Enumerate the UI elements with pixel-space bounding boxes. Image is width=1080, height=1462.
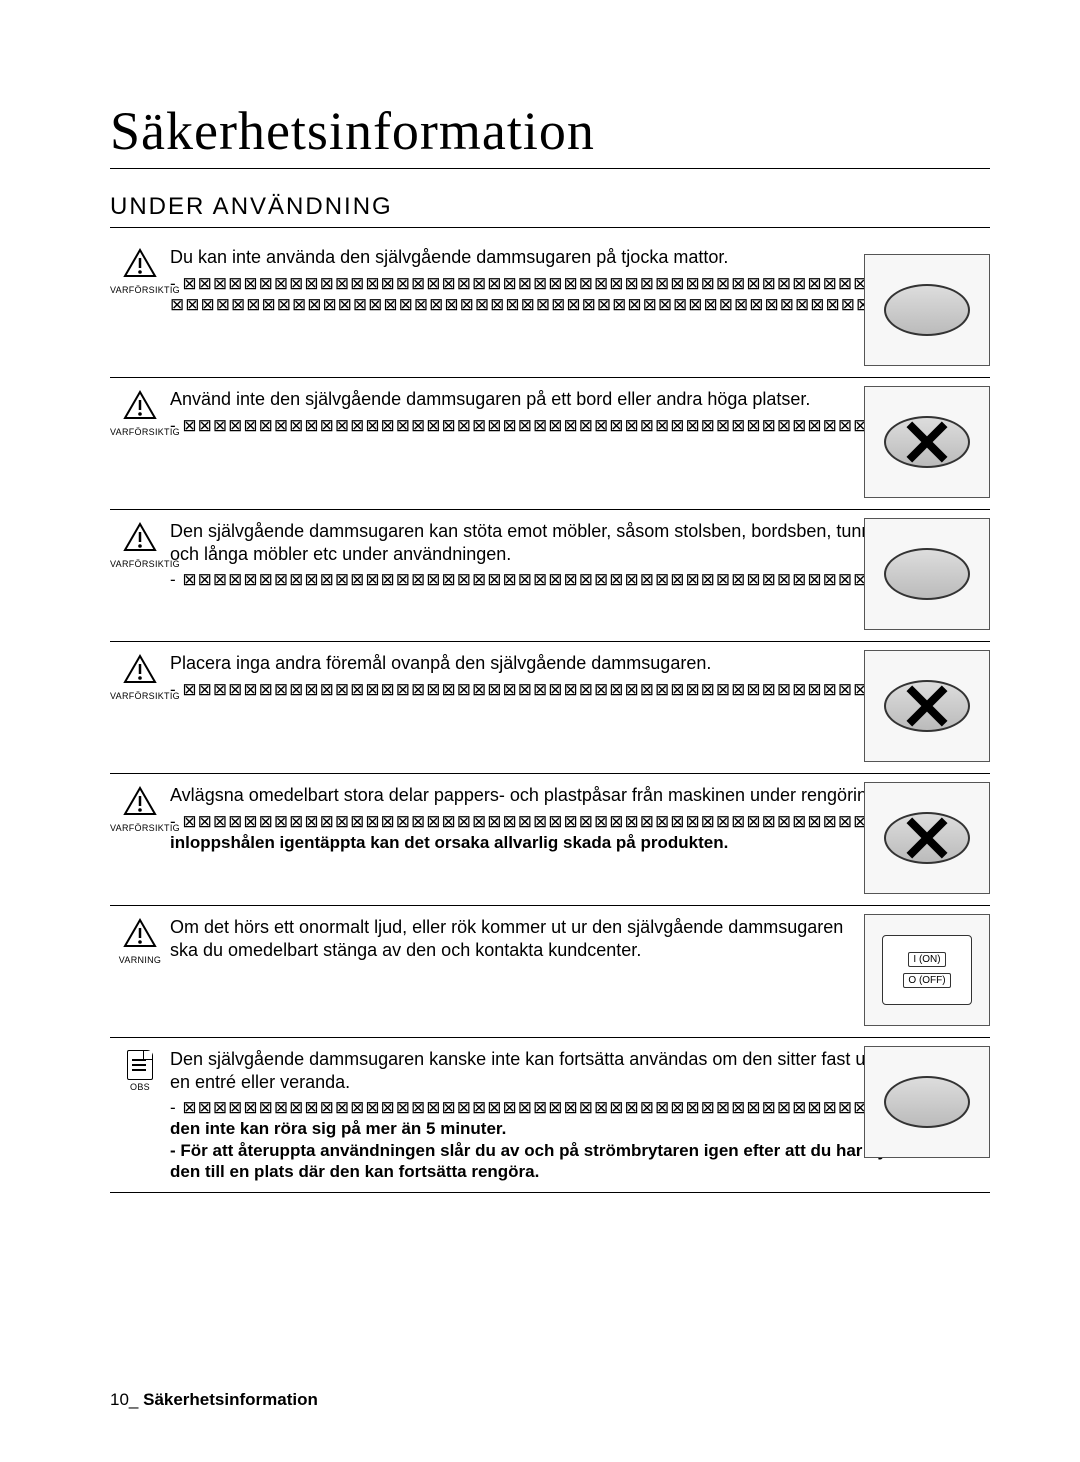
- safety-item: VARFÖRSIKTIGDen självgående dammsugaren …: [110, 510, 990, 642]
- robot-illustration: [884, 284, 970, 336]
- note-icon: [127, 1050, 153, 1080]
- garbled-text: - ⊠⊠⊠⊠⊠⊠⊠⊠⊠⊠⊠⊠⊠⊠⊠⊠⊠⊠⊠⊠⊠⊠⊠⊠⊠⊠⊠⊠⊠⊠⊠⊠⊠⊠⊠⊠⊠⊠…: [170, 273, 914, 294]
- warning-triangle-icon: [123, 522, 157, 552]
- thumbnail: I (ON) O (OFF): [864, 914, 990, 1026]
- garbled-text: ⊠⊠⊠⊠⊠⊠⊠⊠⊠⊠⊠⊠⊠⊠⊠⊠⊠⊠⊠⊠⊠⊠⊠⊠⊠⊠⊠⊠⊠⊠⊠⊠⊠⊠⊠⊠⊠⊠⊠⊠…: [170, 294, 914, 315]
- garbled-text: - ⊠⊠⊠⊠⊠⊠⊠⊠⊠⊠⊠⊠⊠⊠⊠⊠⊠⊠⊠⊠⊠⊠⊠⊠⊠⊠⊠⊠⊠⊠⊠⊠⊠⊠⊠⊠⊠⊠…: [170, 1097, 914, 1118]
- main-text: Placera inga andra föremål ovanpå den sj…: [170, 652, 914, 675]
- main-text: Du kan inte använda den självgående damm…: [170, 246, 914, 269]
- icon-label: VARFÖRSIKTIG: [110, 823, 170, 833]
- safety-item: VARFÖRSIKTIG Placera inga andra föremål o…: [110, 642, 990, 774]
- icon-label: VARFÖRSIKTIG: [110, 285, 170, 295]
- garbled-text: - ⊠⊠⊠⊠⊠⊠⊠⊠⊠⊠⊠⊠⊠⊠⊠⊠⊠⊠⊠⊠⊠⊠⊠⊠⊠⊠⊠⊠⊠⊠⊠⊠⊠⊠⊠⊠⊠⊠…: [170, 811, 914, 832]
- switch-on-label: I (ON): [908, 952, 945, 967]
- detail-bold: inloppshålen igentäppta kan det orsaka a…: [170, 832, 914, 853]
- robot-illustration: [884, 548, 970, 600]
- icon-label: VARFÖRSIKTIG: [110, 559, 170, 569]
- main-text: Den självgående dammsugaren kan stöta em…: [170, 520, 914, 565]
- safety-item: VARFÖRSIKTIG Avlägsna omedelbart stora de…: [110, 774, 990, 906]
- icon-label: OBS: [110, 1082, 170, 1092]
- page-title: Säkerhetsinformation: [110, 100, 990, 169]
- switch-off-label: O (OFF): [903, 973, 950, 988]
- footer-title: Säkerhetsinformation: [143, 1390, 318, 1409]
- section-heading: UNDER ANVÄNDNING: [110, 193, 990, 228]
- thumbnail: [864, 386, 990, 498]
- warning-triangle-icon: [123, 786, 157, 816]
- safety-items-list: VARFÖRSIKTIG Du kan inte använda den själ…: [110, 246, 990, 1193]
- page-number: 10_: [110, 1390, 138, 1409]
- safety-item: OBSDen självgående dammsugaren kanske in…: [110, 1038, 990, 1193]
- main-text: Använd inte den självgående dammsugaren …: [170, 388, 914, 411]
- icon-column: VARFÖRSIKTIG: [110, 784, 170, 833]
- robot-illustration: [884, 680, 970, 732]
- icon-column: VARFÖRSIKTIG: [110, 520, 170, 569]
- garbled-text: - ⊠⊠⊠⊠⊠⊠⊠⊠⊠⊠⊠⊠⊠⊠⊠⊠⊠⊠⊠⊠⊠⊠⊠⊠⊠⊠⊠⊠⊠⊠⊠⊠⊠⊠⊠⊠⊠⊠…: [170, 415, 914, 436]
- thumbnail: [864, 650, 990, 762]
- power-switch-diagram: I (ON) O (OFF): [882, 935, 972, 1005]
- safety-item: VARFÖRSIKTIG Använd inte den självgående …: [110, 378, 990, 510]
- robot-illustration: [884, 416, 970, 468]
- main-text: Om det hörs ett onormalt ljud, eller rök…: [170, 916, 855, 961]
- page-footer: 10_ Säkerhetsinformation: [110, 1390, 318, 1410]
- safety-item: VARFÖRSIKTIG Du kan inte använda den själ…: [110, 246, 990, 378]
- icon-column: VARFÖRSIKTIG: [110, 388, 170, 437]
- warning-triangle-icon: [123, 390, 157, 420]
- thumbnail: [864, 254, 990, 366]
- robot-illustration: [884, 812, 970, 864]
- thumbnail: [864, 782, 990, 894]
- thumbnail: [864, 1046, 990, 1158]
- icon-column: VARNING: [110, 916, 170, 965]
- warning-triangle-icon: [123, 248, 157, 278]
- warning-triangle-icon: [123, 654, 157, 684]
- safety-item: VARNINGOm det hörs ett onormalt ljud, el…: [110, 906, 990, 1038]
- detail-bold-line: - För att återuppta användningen slår du…: [170, 1140, 914, 1183]
- main-text: Den självgående dammsugaren kanske inte …: [170, 1048, 914, 1093]
- warning-triangle-icon: [123, 918, 157, 948]
- icon-column: VARFÖRSIKTIG: [110, 246, 170, 295]
- robot-illustration: [884, 1076, 970, 1128]
- garbled-text: - ⊠⊠⊠⊠⊠⊠⊠⊠⊠⊠⊠⊠⊠⊠⊠⊠⊠⊠⊠⊠⊠⊠⊠⊠⊠⊠⊠⊠⊠⊠⊠⊠⊠⊠⊠⊠⊠⊠…: [170, 679, 914, 700]
- detail-bold-line: den inte kan röra sig på mer än 5 minute…: [170, 1118, 914, 1139]
- icon-label: VARNING: [110, 955, 170, 965]
- main-text: Avlägsna omedelbart stora delar pappers-…: [170, 784, 914, 807]
- thumbnail: [864, 518, 990, 630]
- icon-column: VARFÖRSIKTIG: [110, 652, 170, 701]
- garbled-text: - ⊠⊠⊠⊠⊠⊠⊠⊠⊠⊠⊠⊠⊠⊠⊠⊠⊠⊠⊠⊠⊠⊠⊠⊠⊠⊠⊠⊠⊠⊠⊠⊠⊠⊠⊠⊠⊠⊠…: [170, 569, 914, 590]
- icon-label: VARFÖRSIKTIG: [110, 427, 170, 437]
- icon-column: OBS: [110, 1048, 170, 1092]
- icon-label: VARFÖRSIKTIG: [110, 691, 170, 701]
